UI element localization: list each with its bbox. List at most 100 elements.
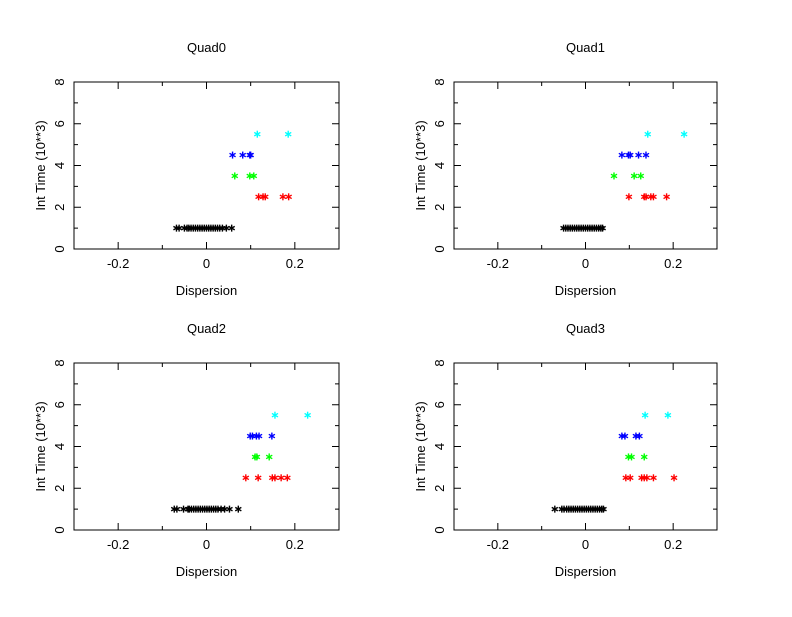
x-tick-label: 0.2 (286, 256, 304, 271)
series-2 (625, 453, 648, 461)
data-point (228, 224, 236, 232)
marker-stroke (643, 475, 651, 481)
marker-stroke (642, 152, 650, 158)
data-point (610, 172, 618, 180)
data-point (277, 474, 285, 482)
y-tick-label: 8 (432, 78, 447, 85)
marker-stroke (253, 454, 261, 460)
y-tick-label: 6 (52, 401, 67, 408)
data-point (226, 505, 233, 513)
subplot-quad3: -0.2 0 0.2 0 2 4 6 8 Quad3 Dispersion Int Time (10… (413, 321, 718, 579)
data-point (680, 130, 688, 138)
series-0 (551, 505, 607, 513)
data-point (253, 130, 261, 138)
data-point (285, 193, 293, 201)
data-point (242, 474, 250, 482)
marker-stroke (228, 225, 236, 231)
data-point (635, 151, 642, 159)
data-point (255, 432, 263, 440)
marker-stroke (247, 152, 255, 158)
marker-stroke (630, 173, 638, 179)
marker-stroke (650, 475, 657, 481)
data-point (621, 432, 629, 440)
series-1 (242, 474, 291, 482)
marker-stroke (242, 475, 250, 481)
data-point (650, 474, 657, 482)
marker-stroke (625, 194, 633, 200)
marker-stroke (664, 412, 672, 418)
y-tick-label: 4 (432, 443, 447, 450)
marker-stroke (254, 475, 262, 481)
data-point (626, 474, 634, 482)
marker-stroke (626, 475, 634, 481)
x-tick-label: 0 (582, 256, 589, 271)
marker-stroke (226, 506, 233, 512)
y-tick-label: 2 (52, 485, 67, 492)
data-point (641, 411, 649, 419)
data-point (271, 411, 279, 419)
y-tick-label: 0 (432, 526, 447, 533)
marker-stroke (173, 506, 181, 512)
y-tick-label: 8 (432, 359, 447, 366)
marker-stroke (670, 475, 678, 481)
series-0 (560, 224, 606, 232)
marker-stroke (255, 433, 263, 439)
y-tick-label: 8 (52, 78, 67, 85)
data-point (284, 130, 292, 138)
data-point (625, 193, 633, 201)
series-3 (229, 151, 255, 159)
data-point (630, 172, 638, 180)
marker-stroke (644, 131, 652, 137)
x-tick-label: 0 (203, 256, 210, 271)
marker-stroke (304, 412, 312, 418)
marker-stroke (239, 152, 247, 158)
data-point (173, 505, 181, 513)
data-point (636, 432, 643, 440)
y-tick-label: 0 (52, 526, 67, 533)
y-axis-label: Int Time (10**3) (33, 120, 48, 210)
data-point (231, 172, 239, 180)
y-tick-label: 6 (432, 120, 447, 127)
x-tick-label: 0 (582, 537, 589, 552)
series-2 (251, 453, 273, 461)
y-tick-label: 8 (52, 359, 67, 366)
marker-stroke (680, 131, 688, 137)
x-axis-label: Dispersion (176, 283, 237, 298)
series-4 (641, 411, 672, 419)
series-2 (231, 172, 258, 180)
data-point (670, 474, 678, 482)
marker-stroke (279, 194, 287, 200)
series-1 (622, 474, 678, 482)
y-axis-label: Int Time (10**3) (413, 120, 428, 210)
marker-stroke (551, 506, 559, 512)
subplot-title: Quad0 (187, 40, 226, 55)
data-point (628, 453, 635, 461)
data-point (254, 474, 262, 482)
data-point (599, 224, 606, 232)
y-axis-label: Int Time (10**3) (33, 401, 48, 491)
y-tick-label: 4 (432, 162, 447, 169)
marker-stroke (640, 454, 648, 460)
data-point (180, 505, 187, 513)
marker-stroke (626, 152, 634, 158)
marker-stroke (618, 152, 626, 158)
marker-stroke (663, 194, 670, 200)
marker-stroke (283, 475, 291, 481)
plot-frame (73, 81, 340, 250)
y-tick-label: 2 (52, 204, 67, 211)
subplot-quad2: -0.2 0 0.2 0 2 4 6 8 Quad2 Dispersion Int Time (10… (33, 321, 340, 579)
subplot-quad0: -0.2 0 0.2 0 2 4 6 8 Quad0 Dispersion Int Time (10… (33, 40, 340, 298)
plot-frame (453, 81, 718, 250)
data-point (265, 453, 273, 461)
x-tick-label: -0.2 (487, 537, 509, 552)
data-point (663, 193, 670, 201)
series-3 (618, 432, 643, 440)
series-1 (625, 193, 670, 201)
data-point (234, 505, 242, 513)
marker-stroke (231, 173, 239, 179)
series-1 (255, 193, 293, 201)
x-tick-label: 0.2 (664, 537, 682, 552)
data-point (250, 172, 258, 180)
data-point (229, 151, 236, 159)
